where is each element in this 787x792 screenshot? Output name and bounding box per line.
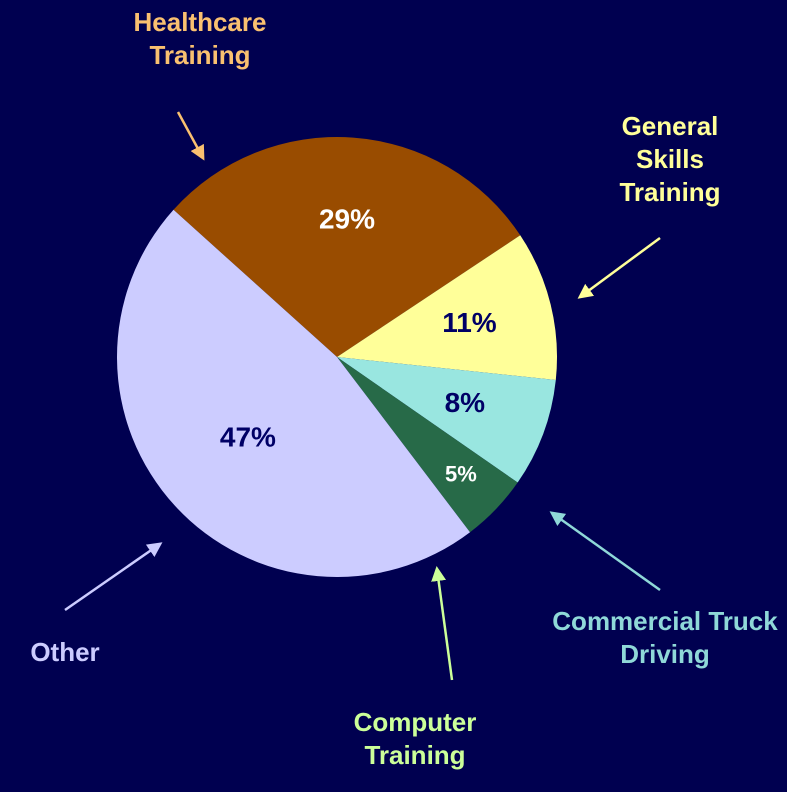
value-label: 11% xyxy=(442,307,497,338)
slice xyxy=(173,136,521,357)
arrow xyxy=(577,236,661,299)
slice xyxy=(337,357,556,483)
value-label: 8% xyxy=(445,387,486,418)
value-label: 29% xyxy=(319,203,375,234)
arrow xyxy=(549,511,661,592)
category-label: Commercial Truck Driving xyxy=(552,606,778,669)
slice xyxy=(337,357,518,533)
category-label: Healthcare Training xyxy=(133,7,267,70)
value-label: 5% xyxy=(445,462,477,487)
category-label: General Skills Training xyxy=(619,111,721,207)
slice xyxy=(337,235,557,380)
slice xyxy=(116,209,471,577)
arrow xyxy=(176,111,205,161)
category-label: Computer Training xyxy=(353,707,477,770)
arrow xyxy=(431,566,454,681)
arrow xyxy=(64,542,163,612)
slices xyxy=(116,136,557,577)
category-label: Other xyxy=(30,637,100,667)
value-label: 47% xyxy=(220,421,276,452)
